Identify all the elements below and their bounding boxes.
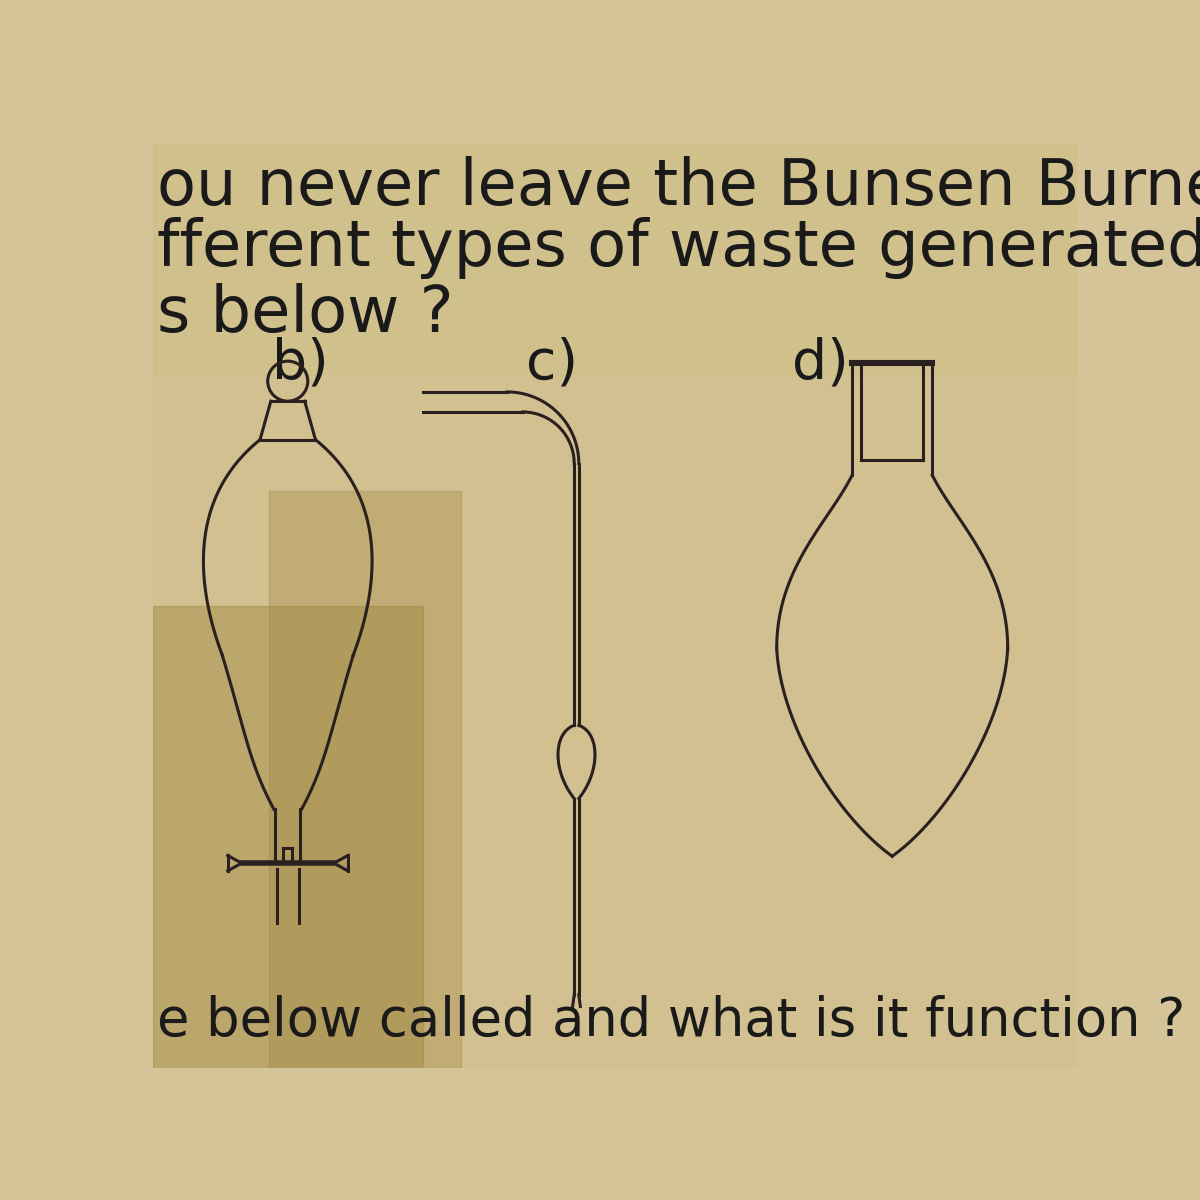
Bar (269, 491, 461, 1068)
Text: s below ?: s below ? (157, 282, 454, 344)
Text: d): d) (792, 336, 848, 390)
Text: e below called and what is it function ? Redraw: e below called and what is it function ?… (157, 995, 1200, 1046)
Text: fferent types of waste generated in the chemistry labo: fferent types of waste generated in the … (157, 217, 1200, 280)
Bar (154, 144, 1078, 374)
Bar (154, 606, 422, 1068)
Text: c): c) (527, 336, 578, 390)
Text: ou never leave the Bunsen Burner unattended ?: ou never leave the Bunsen Burner unatten… (157, 156, 1200, 217)
Text: b): b) (272, 336, 329, 390)
